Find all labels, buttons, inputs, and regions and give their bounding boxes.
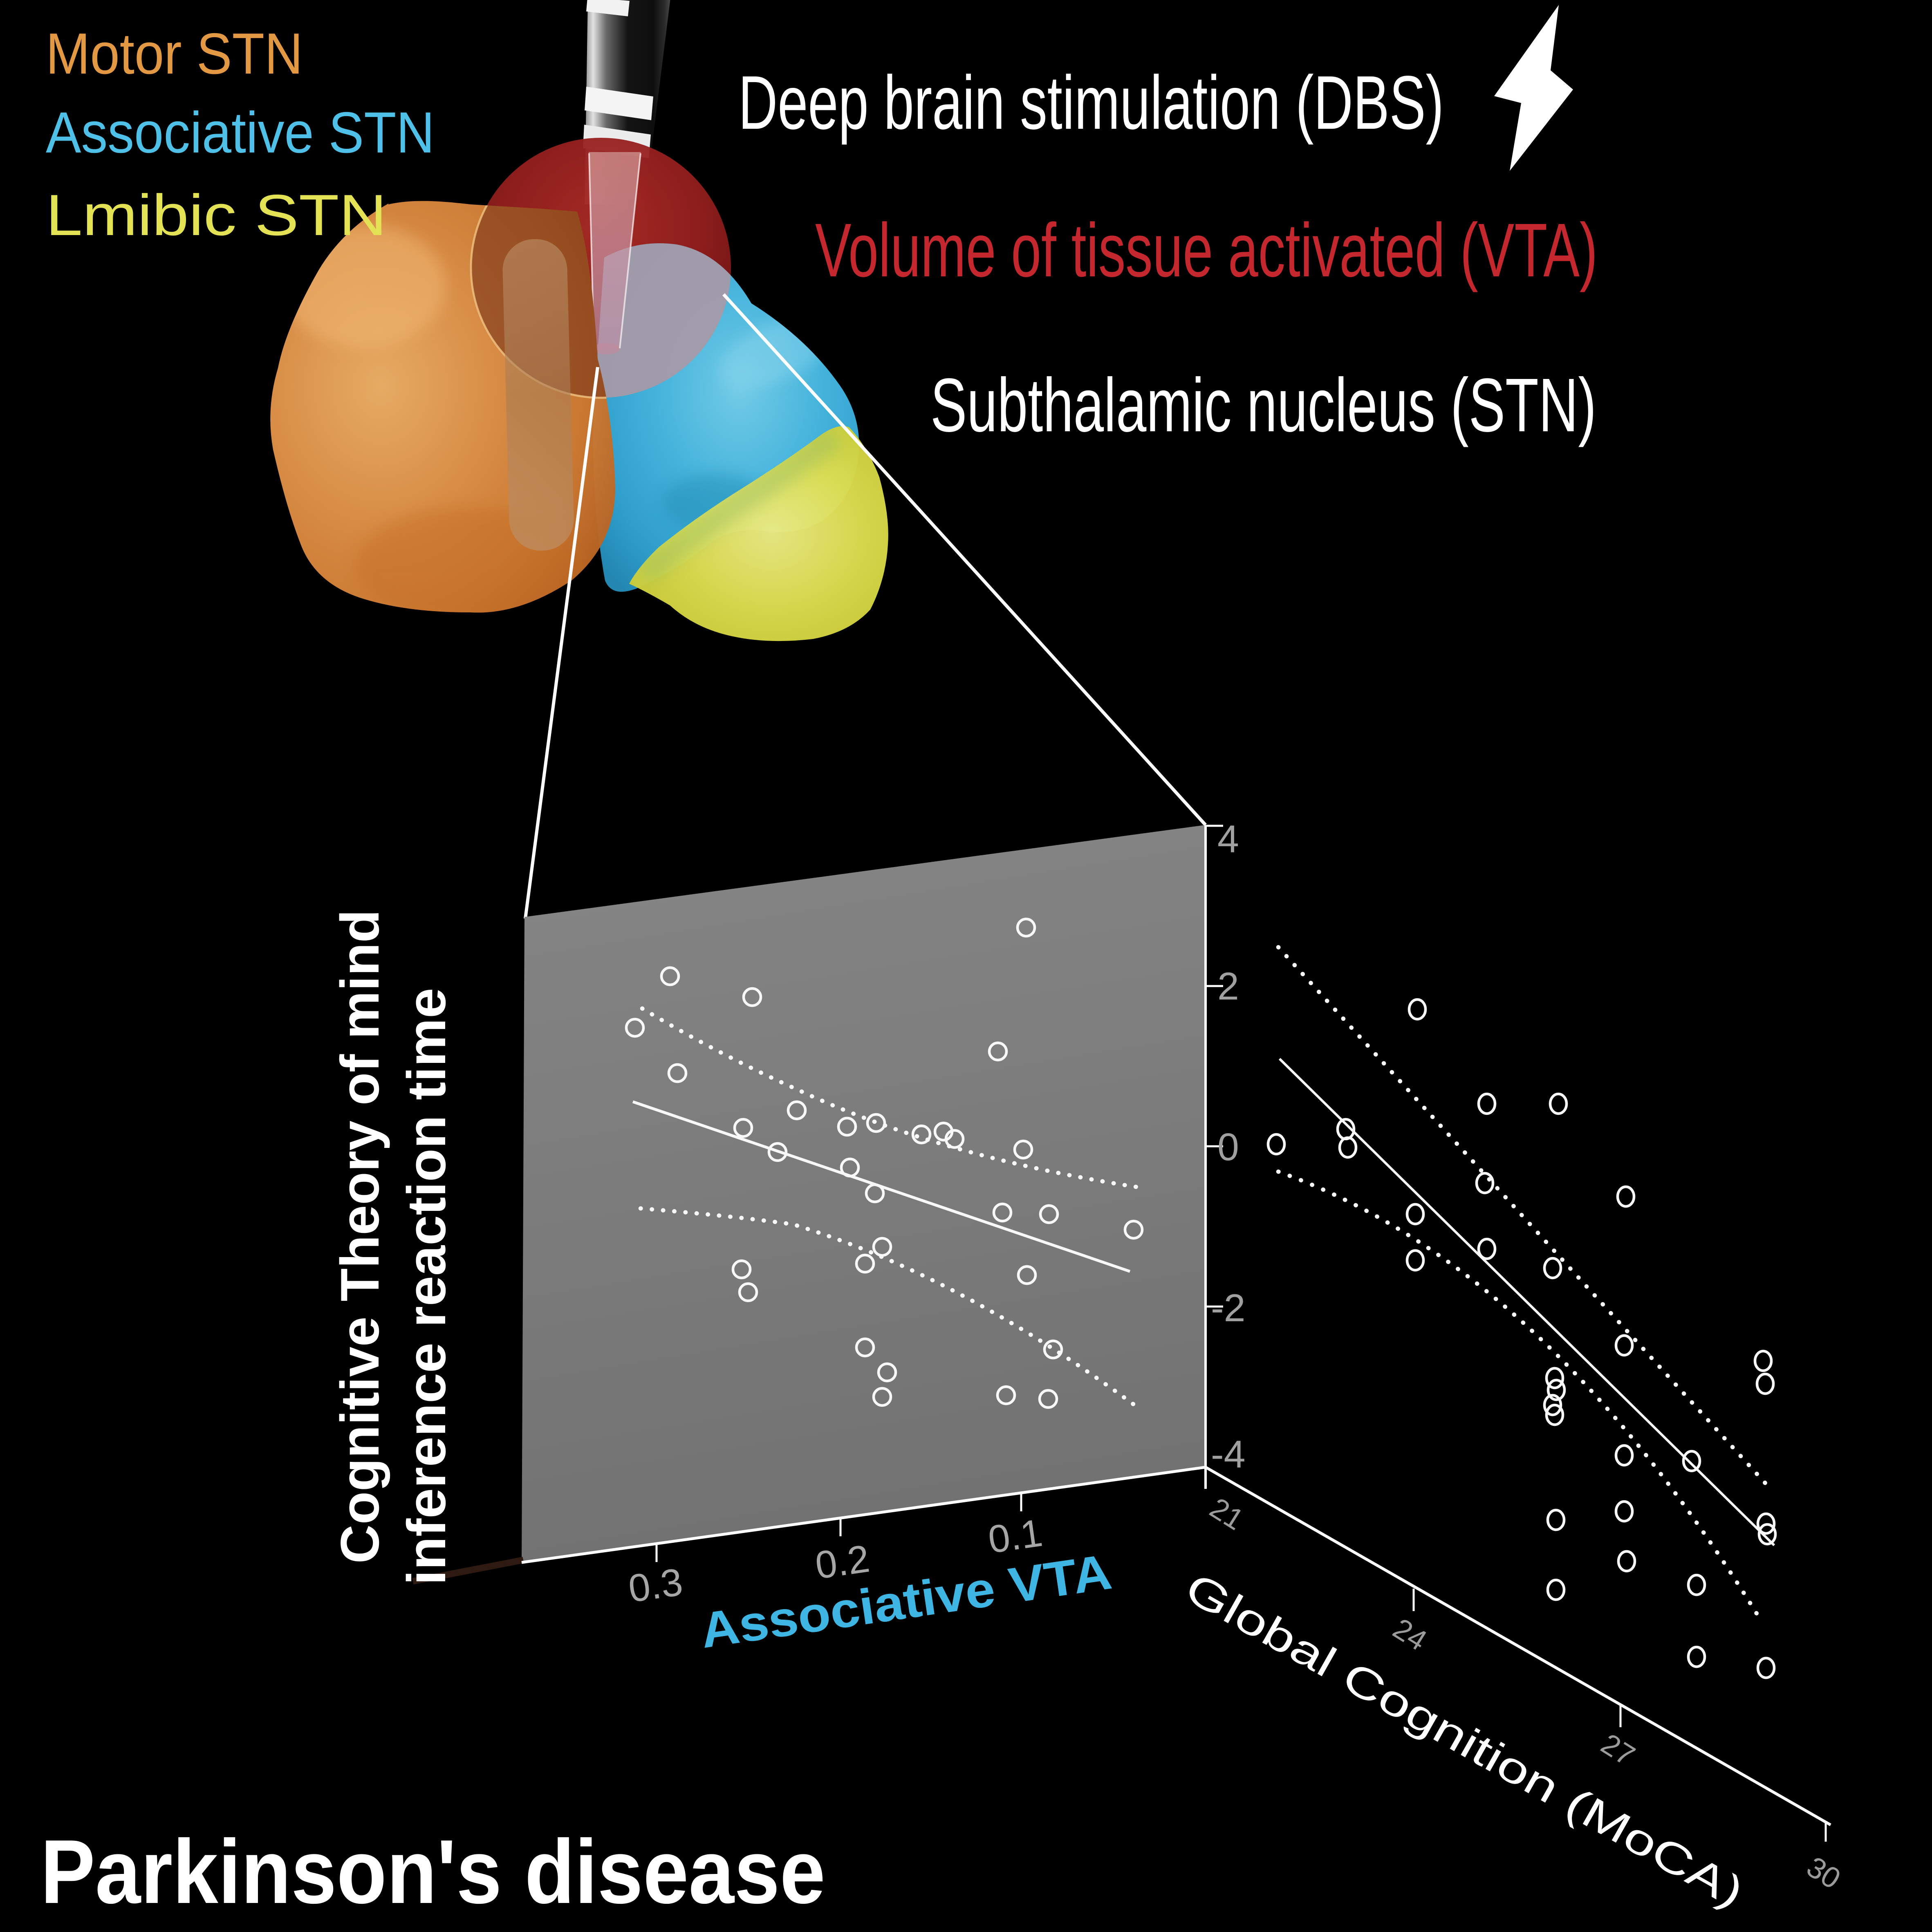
svg-text:0.3: 0.3 xyxy=(626,1560,686,1611)
svg-text:Cognitive Theory of mind: Cognitive Theory of mind xyxy=(330,910,390,1564)
svg-text:Volume of tissue activated (VT: Volume of tissue activated (VTA) xyxy=(815,208,1598,293)
svg-text:Associative STN: Associative STN xyxy=(46,100,435,165)
svg-text:Lmibic STN: Lmibic STN xyxy=(46,183,387,248)
svg-text:0: 0 xyxy=(1217,1125,1239,1169)
svg-text:0.1: 0.1 xyxy=(986,1511,1045,1562)
svg-text:Deep brain stimulation (DBS): Deep brain stimulation (DBS) xyxy=(738,61,1444,145)
svg-text:-2: -2 xyxy=(1211,1287,1245,1330)
svg-text:Motor STN: Motor STN xyxy=(46,21,303,86)
svg-text:Subthalamic nucleus (STN): Subthalamic nucleus (STN) xyxy=(930,363,1596,448)
svg-text:Parkinson's disease: Parkinson's disease xyxy=(40,1821,825,1923)
svg-text:-4: -4 xyxy=(1211,1433,1245,1476)
svg-text:4: 4 xyxy=(1217,818,1239,861)
svg-text:2: 2 xyxy=(1217,965,1239,1008)
svg-text:0.2: 0.2 xyxy=(813,1537,872,1587)
svg-text:inference reaction time: inference reaction time xyxy=(397,988,457,1585)
